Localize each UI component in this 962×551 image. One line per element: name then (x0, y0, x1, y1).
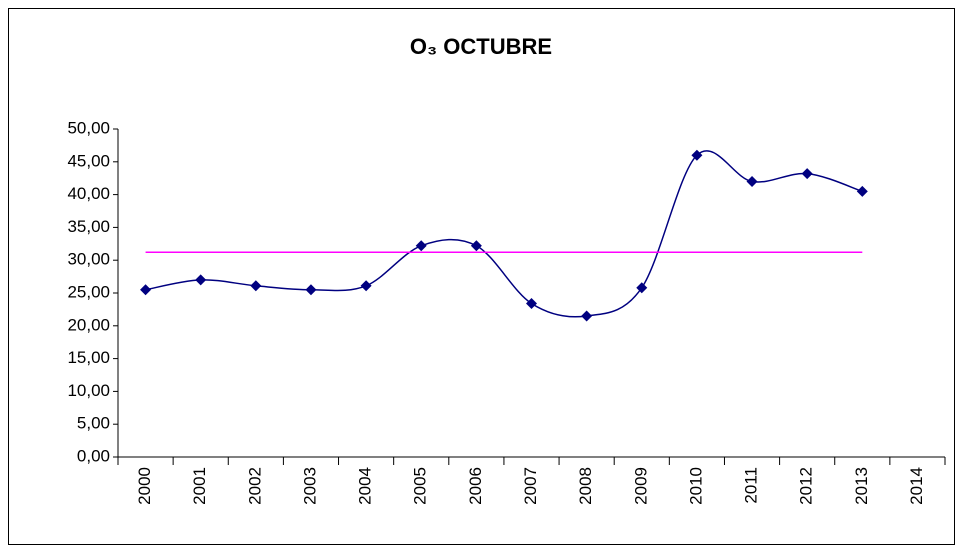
x-tick-label: 2001 (190, 467, 209, 505)
point-marker (360, 280, 372, 292)
y-tick-label: 50,00 (67, 118, 110, 137)
point-marker (470, 240, 482, 252)
y-tick-label: 20,00 (67, 315, 110, 334)
point-marker (746, 175, 758, 187)
x-tick-label: 2011 (742, 467, 761, 504)
point-marker (250, 280, 262, 292)
x-tick-label: 2009 (631, 467, 650, 505)
x-tick-label: 2003 (300, 467, 319, 505)
chart-title: O₃ OCTUBRE (410, 34, 552, 59)
y-tick-label: 15,00 (67, 348, 110, 367)
point-marker (305, 284, 317, 296)
chart-border (8, 8, 955, 545)
series-line (145, 150, 863, 318)
point-marker (415, 240, 427, 252)
x-tick-label: 2006 (466, 467, 485, 505)
point-marker (140, 284, 152, 296)
x-tick-label: 2008 (576, 467, 595, 505)
y-tick-label: 10,00 (67, 381, 110, 400)
point-marker (581, 310, 593, 322)
point-marker (526, 297, 537, 309)
point-marker (636, 282, 648, 294)
x-tick-label: 2013 (852, 467, 871, 505)
point-marker (195, 274, 207, 286)
y-tick-label: 25,00 (67, 282, 110, 301)
y-tick-label: 5,00 (77, 414, 110, 433)
y-tick-label: 0,00 (77, 446, 110, 465)
x-tick-label: 2002 (245, 467, 264, 505)
x-tick-label: 2010 (686, 467, 705, 505)
y-tick-label: 30,00 (67, 250, 110, 269)
point-marker (691, 149, 703, 161)
x-tick-label: 2014 (907, 467, 926, 505)
point-marker (856, 185, 868, 197)
x-tick-label: 2004 (356, 467, 375, 505)
y-tick-label: 35,00 (67, 217, 110, 236)
x-tick-label: 2007 (521, 467, 540, 505)
point-marker (801, 168, 813, 180)
x-tick-label: 2005 (411, 467, 430, 505)
x-tick-label: 2000 (135, 467, 154, 505)
x-tick-label: 2012 (797, 467, 816, 505)
y-tick-label: 40,00 (67, 184, 110, 203)
y-tick-label: 45,00 (67, 151, 110, 170)
